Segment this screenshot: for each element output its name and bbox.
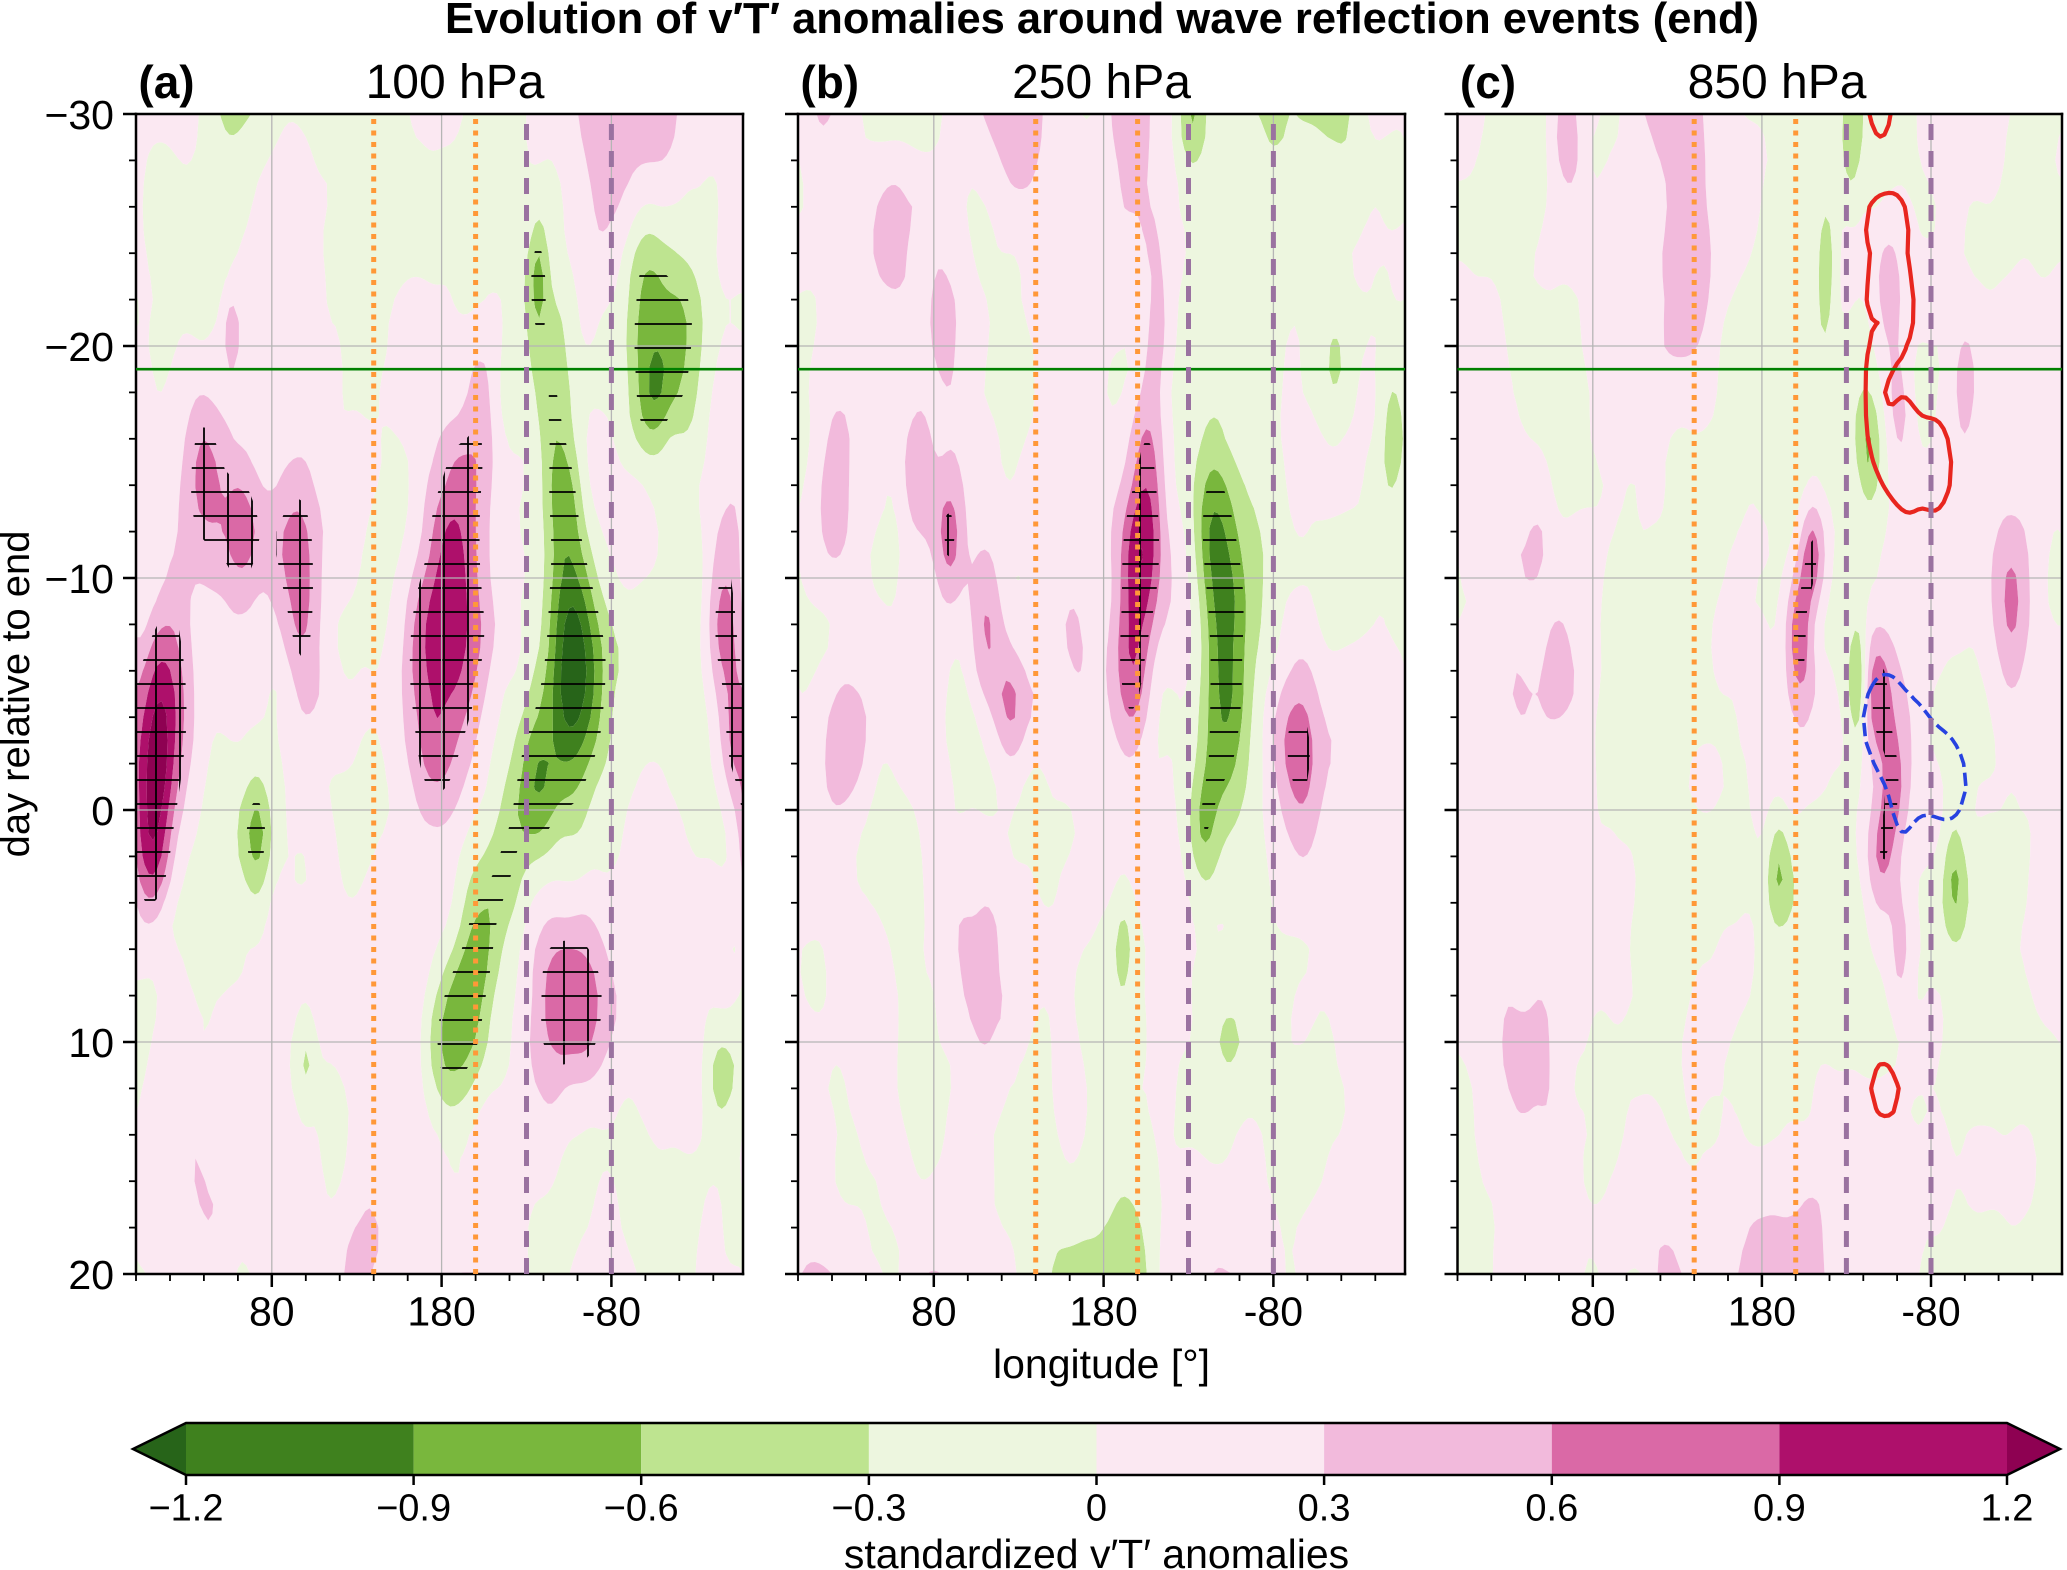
svg-text:Evolution of v′T′ anomalies ar: Evolution of v′T′ anomalies around wave … [445, 0, 1759, 43]
svg-text:1.2: 1.2 [1981, 1488, 2034, 1530]
svg-text:−0.3: −0.3 [831, 1488, 906, 1530]
svg-text:-80: -80 [582, 1289, 641, 1335]
svg-text:−0.6: −0.6 [604, 1488, 679, 1530]
svg-text:250 hPa: 250 hPa [1012, 56, 1191, 109]
svg-text:0.6: 0.6 [1525, 1488, 1578, 1530]
svg-text:longitude [°]: longitude [°] [993, 1341, 1210, 1387]
svg-text:-80: -80 [1244, 1289, 1303, 1335]
svg-text:180: 180 [1728, 1289, 1796, 1335]
svg-text:(b): (b) [800, 56, 859, 108]
svg-text:−1.2: −1.2 [148, 1488, 223, 1530]
svg-text:−20: −20 [44, 324, 114, 370]
svg-text:(a): (a) [138, 56, 194, 108]
svg-text:−0.9: −0.9 [376, 1488, 451, 1530]
svg-text:100 hPa: 100 hPa [366, 56, 545, 109]
svg-text:80: 80 [249, 1289, 295, 1335]
svg-text:0.9: 0.9 [1753, 1488, 1806, 1530]
svg-text:180: 180 [407, 1289, 475, 1335]
svg-text:10: 10 [68, 1020, 114, 1066]
svg-text:−30: −30 [44, 92, 114, 138]
svg-text:80: 80 [911, 1289, 957, 1335]
svg-text:0: 0 [91, 788, 114, 834]
svg-text:80: 80 [1570, 1289, 1616, 1335]
svg-text:−10: −10 [44, 556, 114, 602]
svg-text:180: 180 [1069, 1289, 1137, 1335]
svg-text:day relative to end: day relative to end [0, 531, 38, 858]
svg-text:0: 0 [1086, 1488, 1107, 1530]
svg-text:standardized v′T′ anomalies: standardized v′T′ anomalies [844, 1531, 1349, 1570]
svg-text:850 hPa: 850 hPa [1688, 56, 1867, 109]
svg-text:-80: -80 [1901, 1289, 1960, 1335]
svg-text:(c): (c) [1460, 56, 1516, 108]
svg-text:0.3: 0.3 [1298, 1488, 1351, 1530]
svg-text:20: 20 [68, 1252, 114, 1298]
